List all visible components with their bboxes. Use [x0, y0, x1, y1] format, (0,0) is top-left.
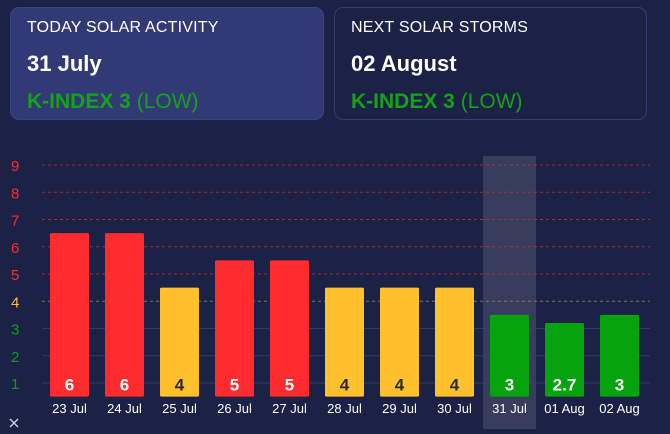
next-card-title: NEXT SOLAR STORMS [351, 19, 529, 36]
x-tick-label: 01 Aug [544, 401, 585, 416]
bar [215, 260, 254, 397]
bar-value-label: 2.7 [553, 376, 577, 395]
next-card-date: 02 August [351, 51, 457, 76]
y-tick-label: 9 [11, 158, 19, 175]
bar-value-label: 6 [65, 376, 74, 395]
bar [50, 233, 89, 397]
y-tick-label: 5 [11, 267, 19, 284]
bar [545, 323, 584, 397]
y-tick-label: 6 [11, 240, 19, 257]
bar [105, 233, 144, 397]
bar-value-label: 4 [340, 376, 350, 395]
today-k-index-value: K-INDEX 3 [27, 90, 131, 113]
x-tick-label: 02 Aug [599, 401, 640, 416]
next-solar-storms-card: NEXT SOLAR STORMS 02 August K-INDEX 3 (L… [334, 7, 647, 120]
bar [380, 287, 419, 397]
today-k-index: K-INDEX 3 (LOW) [27, 90, 307, 114]
bar [435, 287, 474, 397]
y-tick-label: 4 [11, 294, 19, 311]
bar [490, 314, 529, 397]
bar-value-label: 5 [230, 376, 239, 395]
x-tick-label: 25 Jul [162, 401, 197, 416]
x-tick-label: 28 Jul [327, 401, 362, 416]
y-tick-label: 3 [11, 322, 19, 339]
close-icon[interactable] [9, 418, 19, 428]
today-solar-activity-card: TODAY SOLAR ACTIVITY 31 July K-INDEX 3 (… [10, 7, 324, 120]
bar-value-label: 4 [175, 376, 185, 395]
x-tick-label: 23 Jul [52, 401, 87, 416]
k-index-bar-chart: 1 2 3 4 5 6 7 8 9 6 23 Jul 6 24 Jul 4 25 Jul 5 26 Jul 5 27… [9, 156, 650, 429]
y-tick-label: 1 [11, 376, 19, 393]
bar [325, 287, 364, 397]
x-tick-label: 27 Jul [272, 401, 307, 416]
x-tick-label: 30 Jul [437, 401, 472, 416]
bar-value-label: 5 [285, 376, 294, 395]
y-tick-label: 7 [11, 213, 19, 230]
today-card-title: TODAY SOLAR ACTIVITY [27, 19, 219, 36]
next-k-index-level: (LOW) [460, 90, 523, 113]
bar-value-label: 3 [615, 376, 624, 395]
bar-value-label: 4 [395, 376, 405, 395]
x-tick-label: 29 Jul [382, 401, 417, 416]
bar-value-label: 6 [120, 376, 129, 395]
next-k-index: K-INDEX 3 (LOW) [351, 90, 630, 114]
bar [160, 287, 199, 397]
bar-value-label: 4 [450, 376, 460, 395]
k-index-chart: 1 2 3 4 5 6 7 8 9 6 23 Jul 6 24 Jul 4 25 Jul 5 26 Jul 5 27… [0, 150, 670, 429]
x-tick-label: 24 Jul [107, 401, 142, 416]
bar-value-label: 3 [505, 376, 514, 395]
y-tick-label: 8 [11, 185, 19, 202]
bar [600, 314, 639, 397]
y-tick-label: 2 [11, 349, 19, 366]
today-card-date: 31 July [27, 51, 102, 76]
bar [270, 260, 309, 397]
today-k-index-level: (LOW) [136, 90, 199, 113]
x-tick-label: 26 Jul [217, 401, 252, 416]
next-k-index-value: K-INDEX 3 [351, 90, 455, 113]
x-tick-label: 31 Jul [492, 401, 527, 416]
